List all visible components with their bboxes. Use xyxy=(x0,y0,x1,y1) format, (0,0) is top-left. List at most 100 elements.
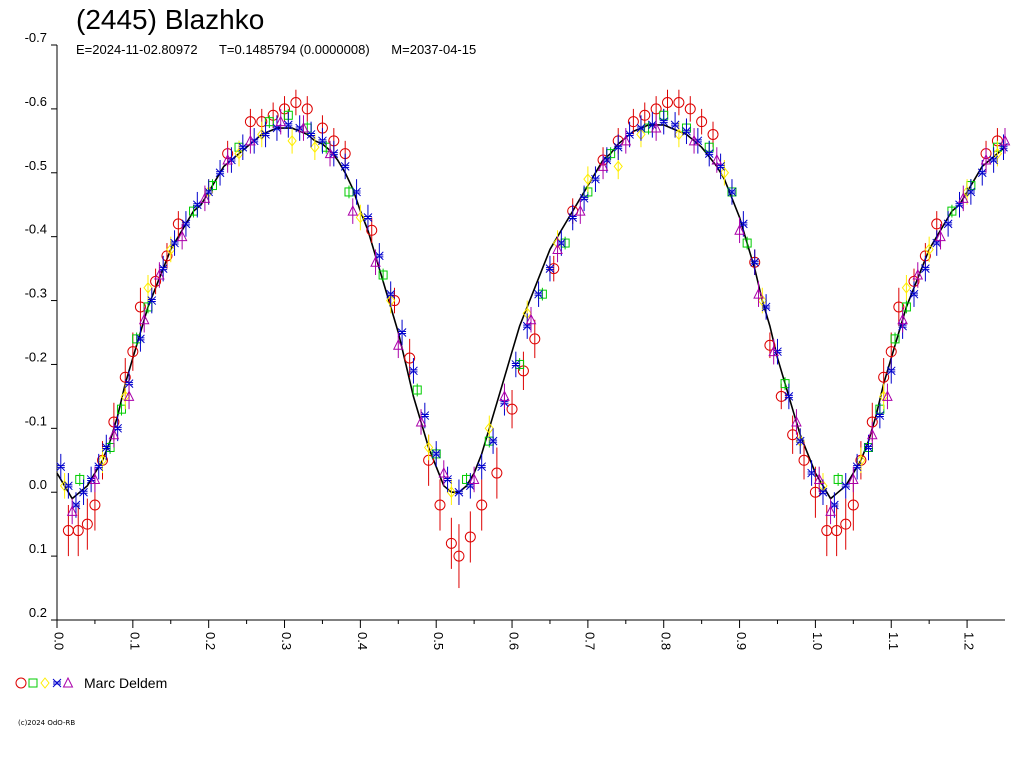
circle-data-point xyxy=(81,518,93,530)
star-data-point xyxy=(261,130,270,139)
circle-data-point xyxy=(809,486,821,498)
star-data-point xyxy=(955,200,964,210)
star-data-point xyxy=(795,436,805,446)
triangle-data-point xyxy=(753,288,764,299)
triangle-data-point xyxy=(499,390,510,401)
triangle-data-point xyxy=(734,224,745,235)
star-data-point xyxy=(170,238,179,248)
circle-data-point xyxy=(134,301,146,313)
star-data-point xyxy=(71,500,81,510)
star-data-point xyxy=(86,475,96,484)
star-data-point xyxy=(64,481,73,491)
star-data-point xyxy=(841,481,851,491)
star-data-point xyxy=(886,366,896,376)
star-data-point xyxy=(181,219,191,229)
diamond-data-point xyxy=(310,141,320,154)
triangle-data-point xyxy=(620,134,632,146)
star-data-point xyxy=(147,296,157,305)
star-data-point xyxy=(738,219,748,229)
star-data-point xyxy=(568,213,578,222)
diamond-data-point xyxy=(901,281,912,294)
star-data-point xyxy=(591,174,600,184)
star-data-point xyxy=(556,238,566,248)
star-data-point xyxy=(477,462,487,472)
legend-circle-icon xyxy=(15,677,27,689)
star-data-point xyxy=(636,123,646,133)
triangle-data-point xyxy=(438,466,450,478)
y-tick-label: -0.3 xyxy=(25,286,47,301)
star-data-point xyxy=(488,436,498,446)
y-tick-label: 0.0 xyxy=(29,477,47,492)
circle-data-point xyxy=(696,116,708,128)
star-data-point xyxy=(397,328,407,337)
circle-data-point xyxy=(72,525,84,537)
x-tick-label: 0.4 xyxy=(355,632,370,650)
star-data-point xyxy=(579,193,589,203)
circle-data-point xyxy=(764,339,776,351)
circle-data-point xyxy=(366,224,378,236)
star-data-point xyxy=(204,187,214,197)
modified-label: M=2037-04-15 xyxy=(391,42,477,57)
diamond-data-point xyxy=(674,128,684,141)
star-data-point xyxy=(420,411,430,420)
legend-diamond-icon xyxy=(40,677,50,689)
star-data-point xyxy=(613,142,623,152)
x-tick-label: 0.5 xyxy=(431,632,446,650)
triangle-data-point xyxy=(848,473,859,484)
circle-data-point xyxy=(434,499,446,511)
star-data-point xyxy=(238,142,248,152)
star-data-point xyxy=(625,130,634,139)
chart-title: (2445) Blazhko xyxy=(76,4,265,35)
triangle-data-point xyxy=(825,505,836,516)
circle-data-point xyxy=(650,103,662,115)
circle-data-point xyxy=(404,352,416,364)
diamond-data-point xyxy=(719,166,730,179)
star-data-point xyxy=(465,481,475,491)
triangle-data-point xyxy=(935,230,946,242)
square-data-point xyxy=(412,385,422,395)
epoch-label: E=2024-11-02.80972 xyxy=(76,42,198,57)
circle-data-point xyxy=(847,499,859,511)
legend-star-icon xyxy=(52,678,62,688)
square-data-point xyxy=(378,270,388,280)
chart-subtitle: E=2024-11-02.80972 T=0.1485794 (0.000000… xyxy=(76,42,494,58)
star-data-point xyxy=(363,213,373,222)
triangle-data-point xyxy=(897,313,908,325)
circle-data-point xyxy=(684,103,696,115)
square-data-point xyxy=(833,474,843,484)
circle-data-point xyxy=(931,218,943,230)
triangle-data-point xyxy=(882,390,893,401)
star-data-point xyxy=(374,251,384,261)
x-tick-label: 0.6 xyxy=(507,632,522,650)
star-data-point xyxy=(784,392,794,401)
triangle-data-point xyxy=(768,345,779,357)
circle-data-point xyxy=(662,97,674,108)
triangle-data-point xyxy=(999,134,1011,146)
triangle-data-point xyxy=(108,428,120,440)
circle-data-point xyxy=(548,263,560,275)
x-tick-label: 0.9 xyxy=(734,632,749,650)
star-data-point xyxy=(101,443,111,452)
star-data-point xyxy=(283,120,293,130)
triangle-data-point xyxy=(813,473,825,484)
diamond-data-point xyxy=(423,441,434,454)
triangle-data-point xyxy=(912,268,924,280)
star-data-point xyxy=(511,360,521,369)
circle-data-point xyxy=(707,128,719,140)
x-tick-label: 1.0 xyxy=(810,632,825,650)
star-data-point xyxy=(943,219,953,229)
triangle-data-point xyxy=(650,121,662,133)
y-tick-label: -0.5 xyxy=(25,158,47,173)
star-data-point xyxy=(94,462,104,472)
star-data-point xyxy=(306,130,316,139)
star-data-point xyxy=(249,136,259,146)
star-data-point xyxy=(431,449,441,459)
triangle-data-point xyxy=(66,505,78,516)
circle-data-point xyxy=(244,116,256,128)
star-data-point xyxy=(704,149,714,158)
axes: -0.7 -0.6 -0.5 -0.4 -0.3 -0.2 -0.1 0.0 0.1 0.2 0.0… xyxy=(25,30,1005,650)
diamond-data-point xyxy=(166,243,176,256)
star-data-point xyxy=(534,289,543,299)
star-data-point xyxy=(545,264,555,273)
star-data-point xyxy=(932,238,942,248)
